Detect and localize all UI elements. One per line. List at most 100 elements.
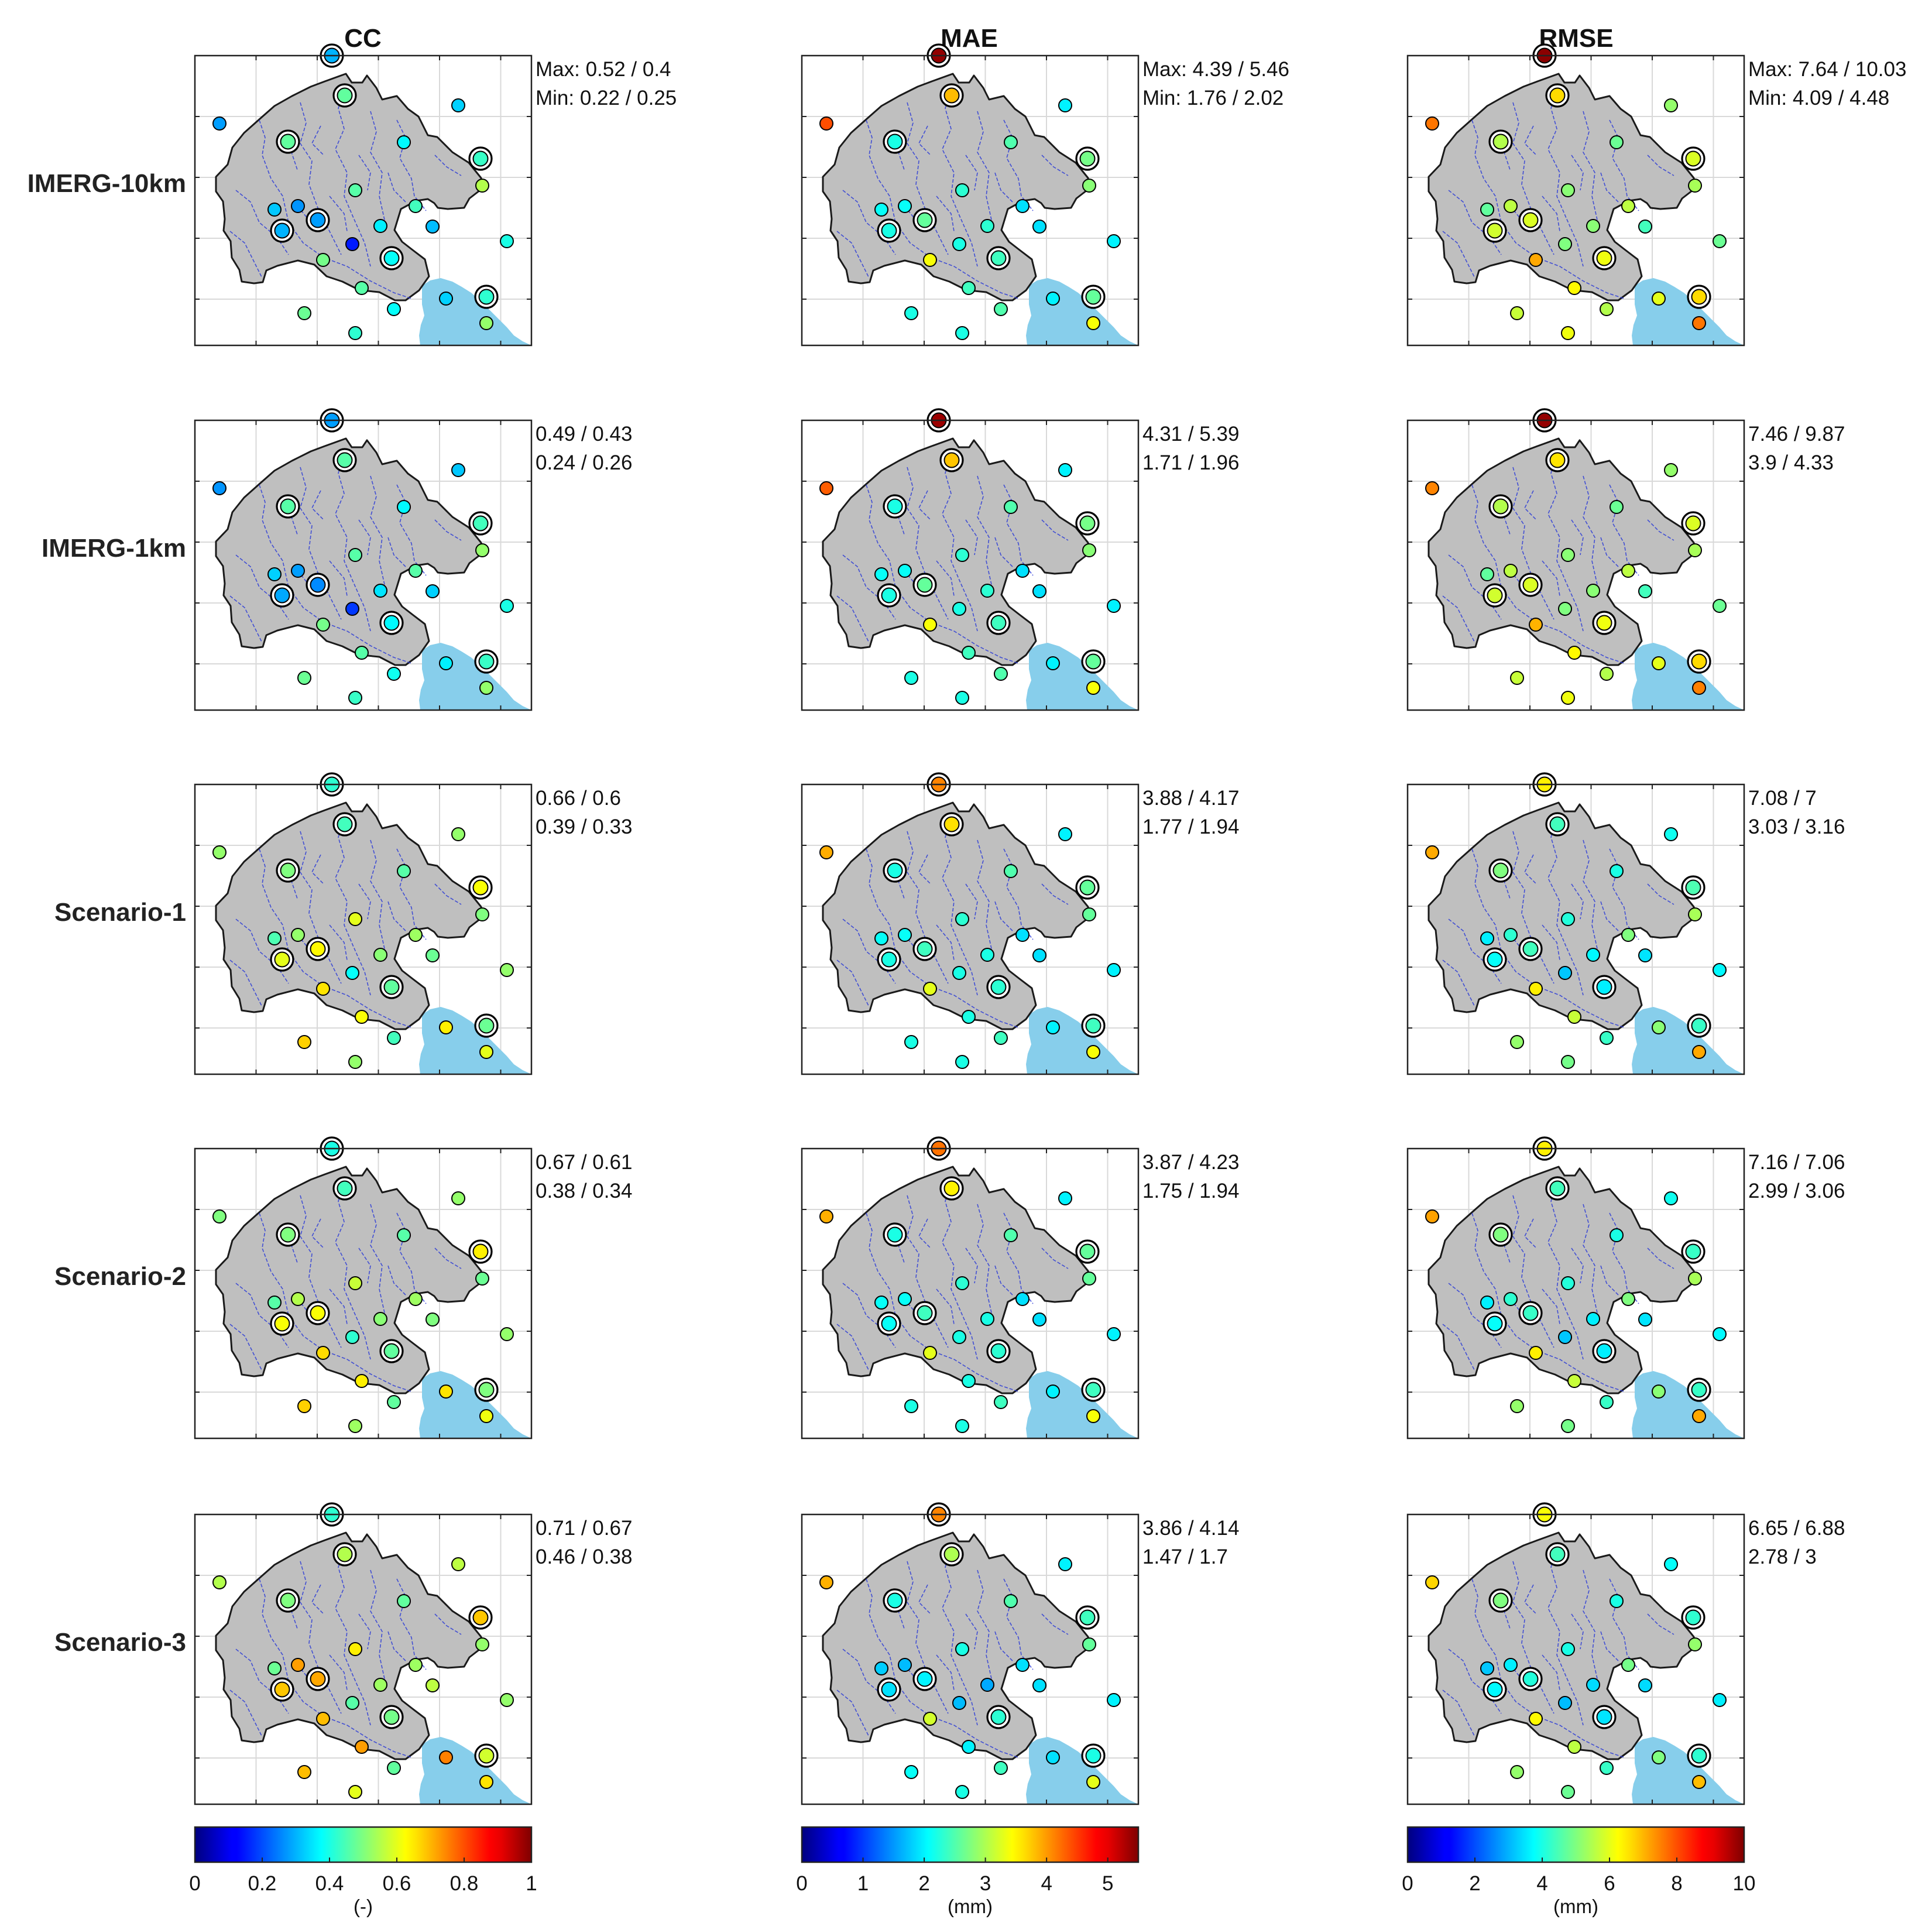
station-marker-s27 (955, 1055, 969, 1069)
station-marker-s25 (1600, 1031, 1614, 1045)
station-marker-s4 (451, 463, 465, 477)
colorbar-tick-label: 1 (857, 1872, 869, 1895)
station-marker-s2 (943, 1180, 960, 1197)
station-marker-s23 (1691, 289, 1707, 305)
station-marker-s9 (267, 1661, 282, 1675)
station-marker-s22 (439, 1384, 453, 1399)
stat-max-text: 4.31 / 5.39 (1142, 423, 1239, 445)
station-marker-s25 (994, 302, 1008, 316)
map-panels: Max: 0.52 / 0.4 Min: 0.22 / 0.25 Max: 4.39… (194, 43, 1906, 1805)
axes-frame (1406, 54, 1745, 347)
station-marker-s27 (955, 326, 969, 340)
colorbar-tick-label: 0.6 (383, 1872, 411, 1895)
station-marker-s15 (1586, 584, 1600, 598)
station-marker-s6 (1610, 135, 1624, 149)
station-marker-s21 (355, 281, 369, 295)
station-marker-s16 (1032, 584, 1046, 598)
stat-min-text: 1.47 / 1.7 (1142, 1545, 1228, 1568)
station-marker-s18 (952, 237, 966, 251)
station-marker-s7 (1685, 1243, 1701, 1260)
station-marker-s22 (439, 656, 453, 670)
station-marker-s10 (898, 1658, 912, 1672)
station-marker-s13 (1522, 1305, 1539, 1321)
column-title-cc: CC (344, 24, 382, 53)
station-marker-s6 (1004, 135, 1018, 149)
station-marker-s20 (316, 1712, 330, 1726)
station-marker-s13 (917, 212, 933, 228)
station-marker-s5 (280, 1226, 296, 1243)
station-marker-s5 (280, 498, 296, 515)
station-marker-s25 (994, 1761, 1008, 1775)
station-marker-s12 (348, 183, 362, 197)
station-marker-s10 (291, 564, 305, 578)
station-marker-s25 (994, 1031, 1008, 1045)
station-marker-s9 (1480, 1296, 1494, 1310)
station-marker-s14 (409, 928, 423, 942)
station-marker-s8 (1688, 907, 1702, 921)
station-marker-s11 (274, 587, 290, 604)
station-markers (1425, 1502, 1727, 1799)
axes-frame (1406, 419, 1745, 711)
station-marker-s19 (990, 615, 1007, 631)
station-marker-s27 (955, 691, 969, 705)
colorbar-mae: 0 1 2 3 4 5 (mm) (796, 1826, 1140, 1917)
station-marker-s22 (1652, 1020, 1666, 1034)
axes-frame (194, 1147, 533, 1440)
station-marker-s14 (409, 199, 423, 213)
stat-max-text: 3.86 / 4.14 (1142, 1517, 1239, 1540)
station-marker-s2 (943, 816, 960, 832)
station-marker-s16 (425, 1678, 440, 1692)
map-panel-imerg-1km-rmse: 7.46 / 9.87 3.9 / 4.33 (1406, 408, 1845, 711)
station-marker-s7 (472, 515, 489, 532)
axis-ticks (802, 1149, 1138, 1438)
colorbar-tick-label: 0 (1402, 1872, 1413, 1895)
station-marker-s11 (274, 1315, 290, 1332)
colorbar-tick-label: 0 (189, 1872, 200, 1895)
station-marker-s21 (355, 1010, 369, 1024)
station-marker-s3 (1425, 1209, 1439, 1224)
station-marker-s14 (409, 564, 423, 578)
station-marker-s16 (425, 948, 440, 962)
station-marker-s20 (316, 253, 330, 267)
station-marker-s21 (1567, 281, 1581, 295)
station-marker-s23 (1691, 653, 1707, 670)
station-marker-s10 (291, 928, 305, 942)
station-marker-s14 (1621, 199, 1635, 213)
axes-frame (801, 783, 1140, 1075)
colorbar-gradient (801, 1826, 1140, 1863)
map-panel-imerg-1km-mae: 4.31 / 5.39 1.71 / 1.96 (801, 408, 1239, 711)
station-marker-s4 (1664, 98, 1678, 112)
station-marker-s20 (923, 1346, 937, 1360)
stat-max-text: 0.71 / 0.67 (536, 1517, 632, 1540)
station-marker-s2 (1549, 87, 1566, 104)
station-marker-s4 (451, 827, 465, 841)
station-marker-s6 (1004, 864, 1018, 878)
station-marker-s24 (1510, 1399, 1524, 1413)
station-marker-s24 (297, 306, 311, 320)
station-marker-s11 (274, 222, 290, 239)
map-panel-scenario-3-cc: 0.71 / 0.67 0.46 / 0.38 (194, 1502, 632, 1805)
station-marker-s12 (955, 183, 969, 197)
station-marker-s23 (478, 289, 495, 305)
station-marker-s17 (1713, 1327, 1727, 1341)
station-marker-s8 (1082, 907, 1096, 921)
station-marker-s17 (1713, 234, 1727, 248)
station-marker-s27 (1561, 691, 1575, 705)
station-marker-s4 (1664, 463, 1678, 477)
station-marker-s20 (1529, 1712, 1543, 1726)
station-marker-s15 (1586, 1312, 1600, 1326)
station-marker-s25 (994, 1395, 1008, 1409)
station-marker-s6 (1610, 864, 1624, 878)
station-marker-s12 (348, 1276, 362, 1290)
station-marker-s2 (1549, 452, 1566, 468)
station-marker-s7 (472, 1609, 489, 1626)
colorbar-cc: 0 0.2 0.4 0.6 0.8 1 (-) (189, 1826, 537, 1917)
station-marker-s6 (397, 1228, 411, 1242)
station-marker-s6 (1610, 1228, 1624, 1242)
station-marker-s22 (1652, 656, 1666, 670)
station-marker-s27 (348, 1055, 362, 1069)
station-marker-s13 (310, 1305, 326, 1321)
stat-max-text: 0.66 / 0.6 (536, 787, 621, 810)
station-marker-s16 (1032, 1678, 1046, 1692)
station-marker-s21 (355, 1740, 369, 1754)
